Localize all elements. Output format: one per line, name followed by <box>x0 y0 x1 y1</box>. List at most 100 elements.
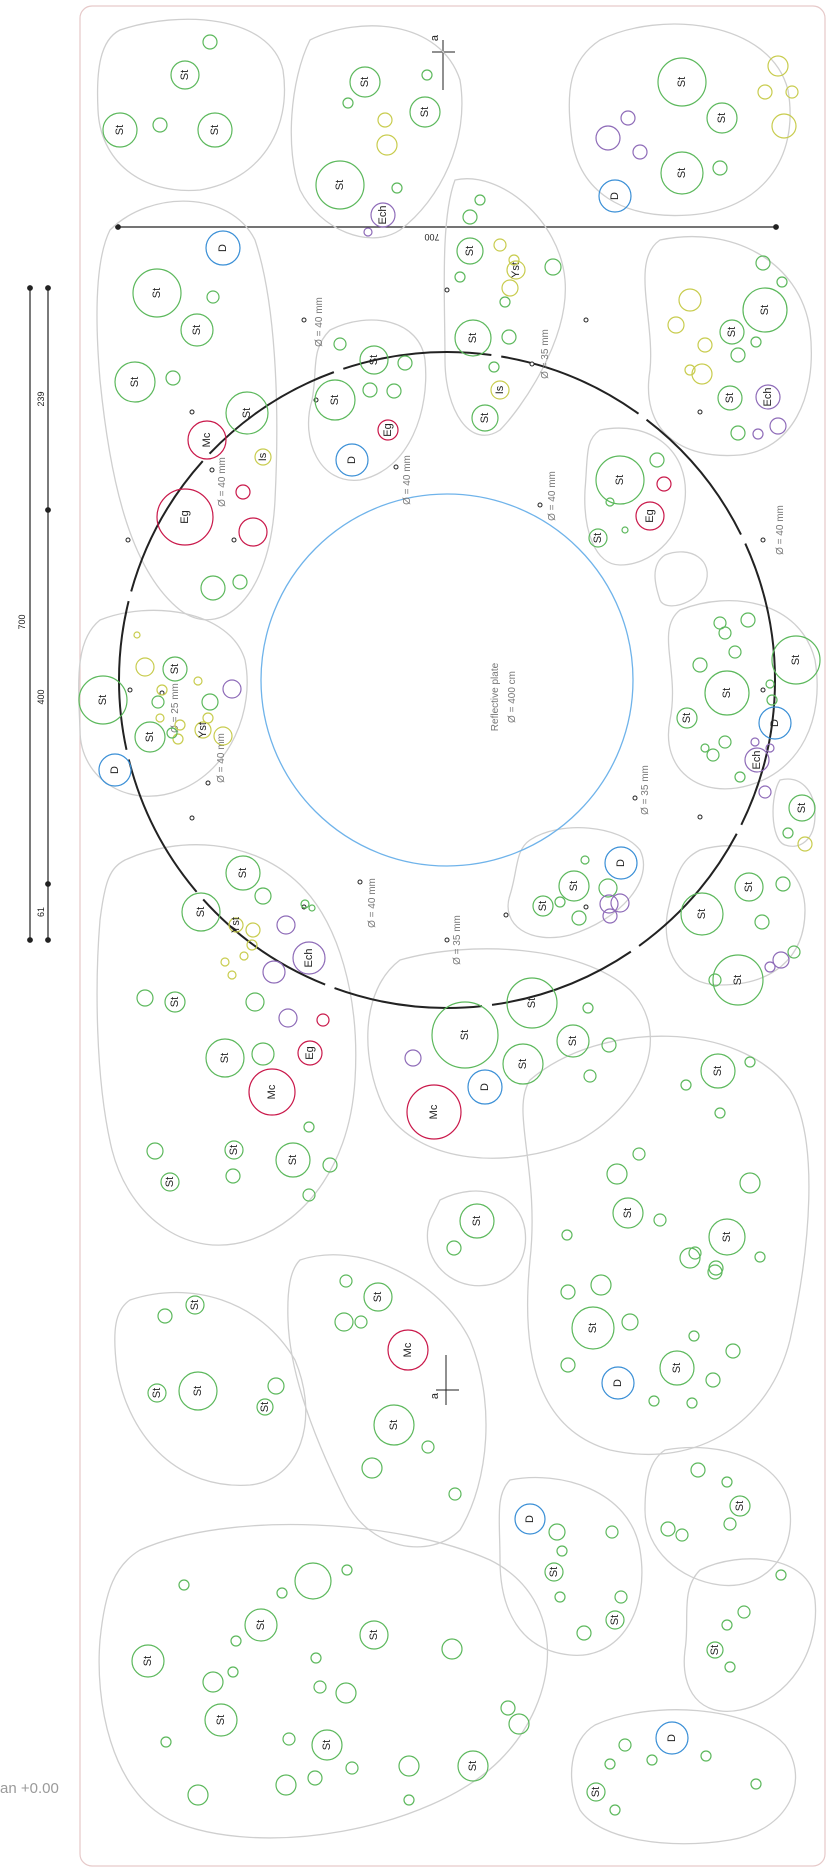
plant <box>667 316 685 334</box>
plant <box>335 1682 357 1704</box>
plant <box>308 904 316 912</box>
plant <box>700 743 710 753</box>
plant <box>316 1013 330 1027</box>
plant <box>201 693 219 711</box>
plant <box>787 945 801 959</box>
bed <box>644 235 812 457</box>
plant <box>754 1251 766 1263</box>
plant-label-mc: Mc <box>402 1342 414 1357</box>
plant-d <box>601 1366 635 1400</box>
plant <box>136 989 154 1007</box>
plant <box>618 1738 632 1752</box>
plant-st <box>134 721 166 753</box>
plant <box>454 271 466 283</box>
plant <box>728 645 742 659</box>
plant-st <box>717 385 743 411</box>
plant <box>278 1008 298 1028</box>
plant <box>723 1517 737 1531</box>
plant-label-st: St <box>567 1036 579 1046</box>
plant <box>758 785 772 799</box>
plant-label-st: St <box>287 1155 299 1165</box>
plant <box>755 255 771 271</box>
plant-label-st: St <box>467 1761 479 1771</box>
plant <box>488 361 500 373</box>
plant-label-st: St <box>696 909 708 919</box>
hole-label: Ø = 40 mm <box>547 471 558 521</box>
plant <box>232 574 248 590</box>
plant-st <box>657 57 707 107</box>
plant <box>302 1188 316 1202</box>
bed <box>98 1523 548 1839</box>
plant-label-st: St <box>734 1501 746 1511</box>
plant-d <box>467 1069 503 1105</box>
plant-label-ech: Ech <box>303 949 315 968</box>
plant <box>200 575 226 601</box>
plant <box>560 1357 576 1373</box>
plant <box>620 110 636 126</box>
hole-label: Ø = 25 mm <box>170 683 181 733</box>
plant <box>501 279 519 297</box>
plant <box>165 370 181 386</box>
plant-st <box>788 794 816 822</box>
plant <box>254 887 272 905</box>
plant-label-st: St <box>321 1740 333 1750</box>
dimension-upper: 239 <box>36 391 46 406</box>
plant-st <box>595 455 645 505</box>
plant <box>554 1591 566 1603</box>
plant-st <box>178 1371 218 1411</box>
plant <box>675 1528 689 1542</box>
plant <box>764 961 776 973</box>
plant-label-st: St <box>215 1715 227 1725</box>
plant-label-st: St <box>191 325 203 335</box>
bed <box>507 827 645 939</box>
dimension-overall: 700 <box>17 614 27 629</box>
plant <box>341 1564 353 1576</box>
plant <box>714 1107 726 1119</box>
plant-st <box>454 319 492 357</box>
plant <box>580 855 590 865</box>
section-marker-label-bottom: a <box>429 1392 441 1399</box>
plant-label-st: St <box>568 881 580 891</box>
site-boundary <box>79 5 826 1867</box>
hole-labels: Ø = 40 mm Ø = 35 mm Ø = 40 mm Ø = 40 mm … <box>170 297 786 965</box>
hole-label: Ø = 40 mm <box>314 297 325 347</box>
plant <box>155 713 165 723</box>
plant <box>561 1229 573 1241</box>
plant <box>718 735 732 749</box>
plant-label-eg: Eg <box>644 509 656 522</box>
hole-label: Ø = 35 mm <box>452 915 463 965</box>
bed <box>114 1291 307 1486</box>
plant <box>649 452 665 468</box>
plant <box>614 1590 628 1604</box>
plant-st <box>114 361 156 403</box>
plant-label-st: St <box>467 333 479 343</box>
plant-yst <box>194 721 212 739</box>
plant <box>684 364 696 376</box>
plant-eg <box>377 419 399 441</box>
plant-label-st: St <box>614 475 626 485</box>
plant-label-ech: Ech <box>751 751 763 770</box>
hole-label: Ø = 40 mm <box>775 505 786 555</box>
plant-st <box>181 892 221 932</box>
plant <box>772 951 790 969</box>
plant <box>548 1523 566 1541</box>
plant-st <box>712 954 764 1006</box>
plant <box>135 657 155 677</box>
plant-label-eg: Eg <box>304 1046 316 1059</box>
plant <box>403 1794 415 1806</box>
plant-label-st: St <box>726 327 738 337</box>
plant <box>363 227 373 237</box>
plant-st <box>729 1495 751 1517</box>
plant <box>776 276 788 288</box>
plant <box>310 1652 322 1664</box>
plant-st <box>224 1140 244 1160</box>
plant-label-yst: Yst <box>230 917 242 933</box>
planting-beds <box>78 18 818 1845</box>
plant-label-d: D <box>612 1379 624 1387</box>
plant-label-st: St <box>464 246 476 256</box>
plant-d <box>514 1503 546 1535</box>
plant <box>376 134 398 156</box>
plant <box>734 771 746 783</box>
plant-label-st: St <box>97 695 109 705</box>
plant-label-st: St <box>671 1363 683 1373</box>
